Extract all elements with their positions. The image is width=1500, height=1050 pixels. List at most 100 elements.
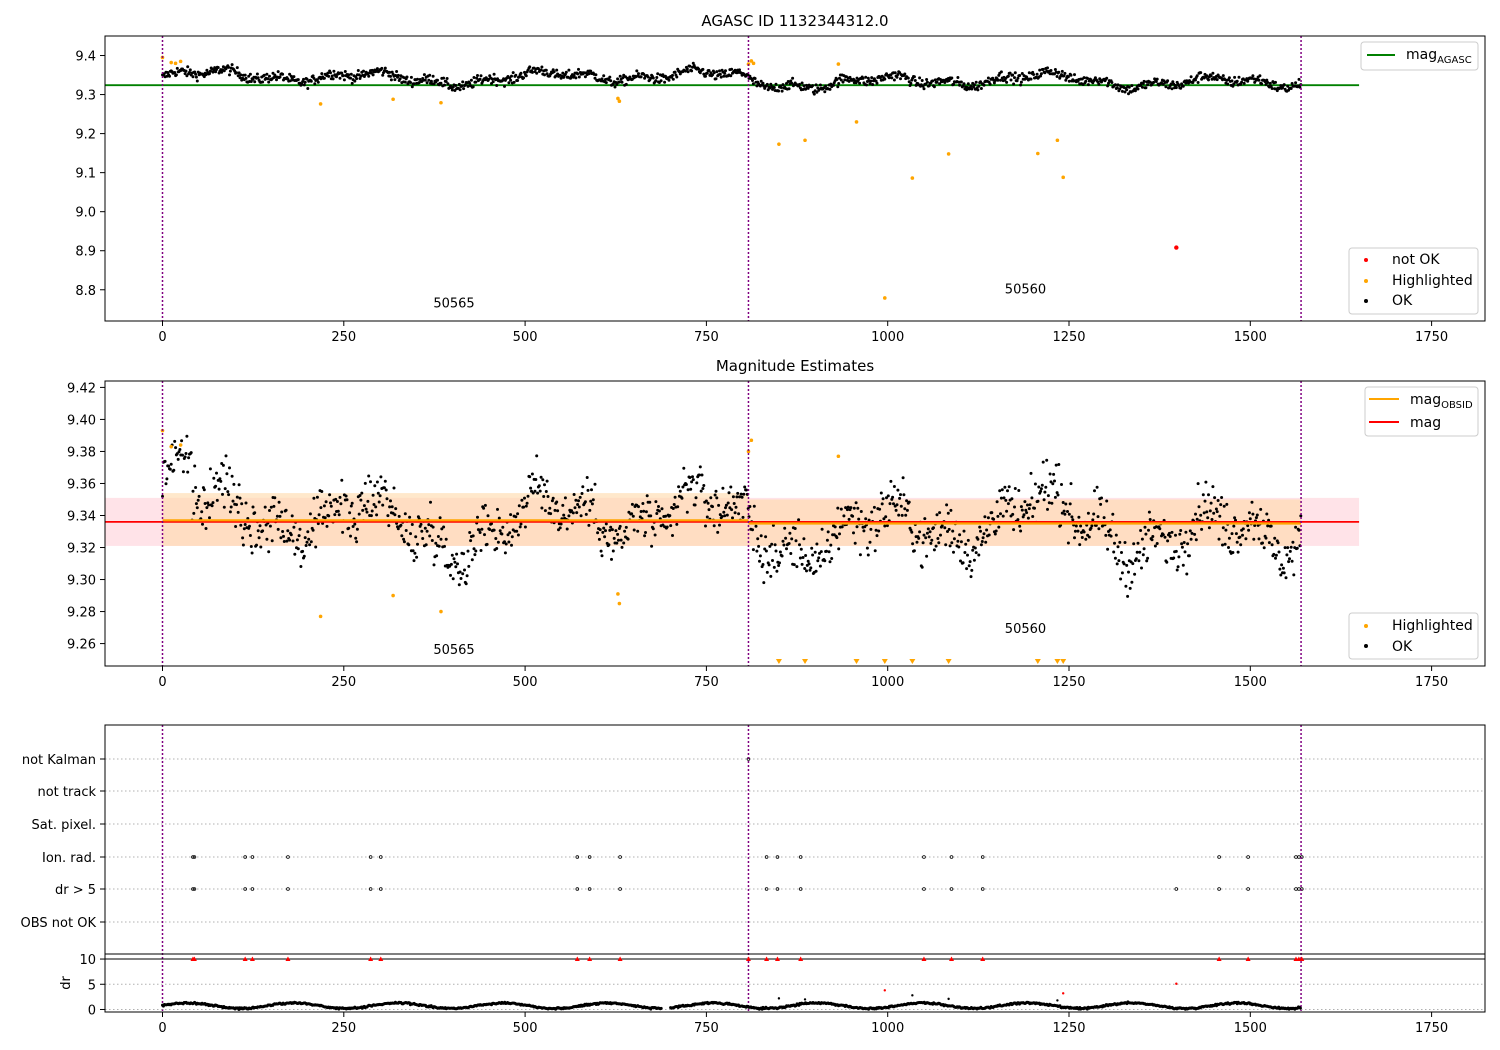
ok-point	[928, 530, 932, 534]
ok-point	[303, 536, 307, 540]
dr-medium-point	[883, 989, 886, 992]
ok-point	[466, 549, 470, 553]
ok-point	[827, 550, 831, 554]
ok-point	[276, 527, 280, 531]
ok-point	[800, 562, 804, 566]
ok-point	[1039, 487, 1043, 491]
ok-point	[653, 533, 657, 537]
ok-point	[972, 83, 976, 87]
ok-point	[616, 532, 620, 536]
ok-point	[724, 69, 727, 73]
ok-point	[979, 529, 982, 533]
ok-point	[1142, 79, 1146, 83]
ok-point	[289, 533, 293, 537]
y-tick-label: 9.42	[67, 381, 96, 396]
ok-point	[301, 549, 305, 553]
ok-point	[1248, 517, 1252, 521]
ok-point	[510, 535, 514, 539]
ok-point	[457, 583, 461, 587]
magnitude-legend-bottom: Highlighted OK	[1348, 612, 1479, 660]
ok-point	[632, 528, 636, 532]
ok-point	[361, 508, 365, 512]
ok-point	[335, 500, 339, 503]
ok-point	[461, 80, 465, 84]
ok-point	[399, 523, 403, 527]
ok-point	[1170, 530, 1174, 534]
ok-point	[1039, 72, 1043, 76]
ok-point	[1298, 85, 1302, 89]
ok-point	[591, 498, 595, 502]
ok-point	[416, 77, 419, 81]
ok-point	[965, 567, 969, 571]
dr-large-marker	[574, 956, 580, 962]
ok-point	[477, 528, 481, 532]
ok-point	[464, 582, 468, 586]
ok-point	[1046, 66, 1049, 70]
ok-point	[384, 488, 388, 492]
ok-point	[1170, 87, 1174, 91]
ok-point	[841, 80, 845, 84]
ok-point	[248, 524, 251, 528]
ok-point	[910, 530, 914, 534]
ok-point	[1073, 73, 1076, 77]
ok-point	[738, 495, 741, 499]
ok-point	[865, 546, 869, 550]
ok-point	[563, 496, 567, 500]
ok-point	[815, 90, 819, 94]
ok-point	[520, 498, 524, 502]
ok-point	[785, 82, 788, 85]
ok-point	[1023, 500, 1027, 504]
ok-point	[829, 543, 833, 547]
ok-point	[202, 488, 206, 492]
ok-point	[251, 505, 255, 509]
ok-point	[1144, 532, 1148, 536]
ok-point	[872, 505, 876, 509]
ok-point	[444, 80, 448, 83]
ok-point	[811, 84, 815, 88]
ok-point	[469, 78, 473, 82]
below-range-marker	[909, 659, 916, 664]
highlighted-point	[1036, 151, 1040, 156]
ok-point	[852, 531, 855, 535]
ok-point	[1105, 76, 1109, 80]
ok-point	[230, 474, 234, 478]
ok-point	[979, 80, 982, 84]
ok-point	[1189, 75, 1193, 79]
ok-point	[617, 80, 621, 84]
ok-point	[612, 536, 616, 540]
ok-point	[1155, 542, 1159, 545]
ok-point	[570, 509, 573, 513]
ok-point	[258, 524, 262, 528]
ok-point	[528, 65, 532, 69]
dr-large-marker	[587, 956, 593, 962]
ok-point	[1143, 525, 1147, 529]
ok-point	[1178, 532, 1182, 536]
ok-point	[946, 530, 949, 533]
ok-point	[427, 523, 431, 527]
ok-point	[828, 87, 832, 91]
ok-point	[779, 86, 783, 89]
ok-point	[1041, 67, 1045, 71]
ok-point	[980, 540, 984, 543]
ok-point	[272, 504, 276, 508]
dr-large-marker	[745, 956, 751, 962]
ok-point	[323, 516, 327, 520]
ok-point	[181, 470, 185, 474]
ok-point	[1197, 505, 1201, 509]
ok-point	[1297, 77, 1301, 81]
ok-point	[817, 556, 821, 560]
ok-point	[697, 67, 701, 71]
ok-point	[918, 76, 922, 80]
ok-point	[1136, 87, 1140, 91]
ok-point	[741, 515, 745, 519]
ok-point	[778, 550, 782, 554]
ok-point	[765, 82, 769, 86]
ok-point	[1169, 82, 1173, 86]
ok-point	[1091, 518, 1095, 522]
ok-point	[704, 499, 708, 503]
ok-point	[228, 510, 232, 514]
ok-point	[615, 541, 619, 545]
ok-point	[793, 527, 797, 530]
highlighted-point	[169, 444, 174, 449]
ok-point	[168, 74, 171, 78]
